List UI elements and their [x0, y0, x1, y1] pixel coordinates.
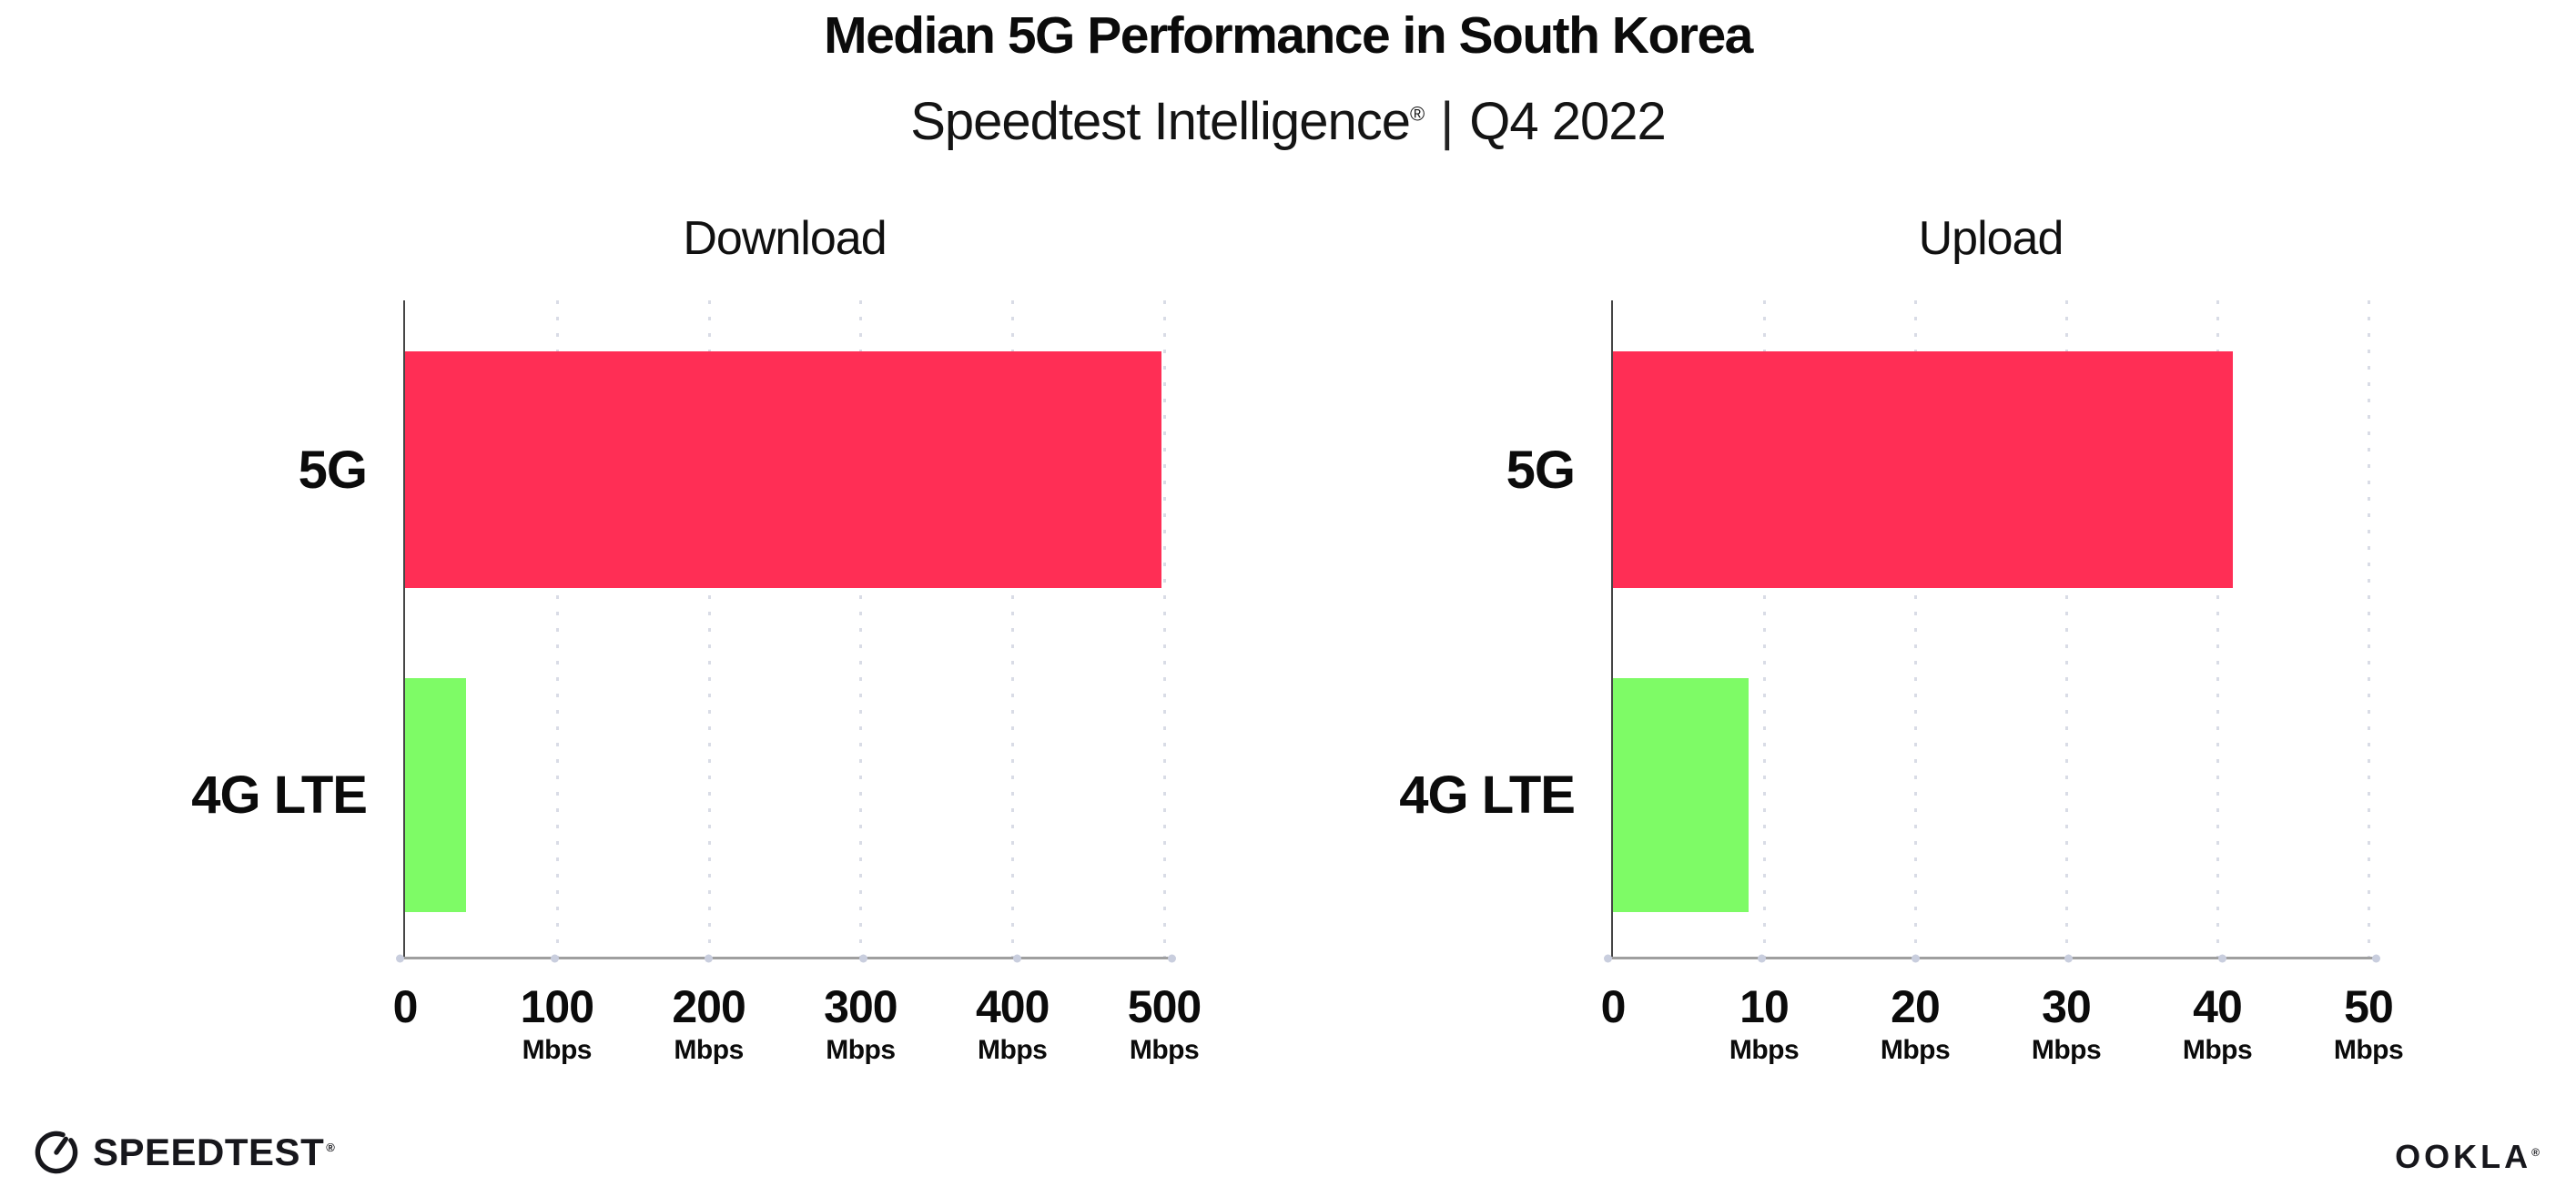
x-tick-value: 200 [672, 981, 745, 1032]
x-tick-10: 10 Mbps [1729, 981, 1800, 1067]
axis-tick-dot [858, 954, 867, 962]
axis-tick-dot [2218, 954, 2227, 962]
x-tick-unit: Mbps [674, 1035, 744, 1065]
gridline [555, 300, 559, 958]
x-tick-100: 100 Mbps [520, 981, 594, 1067]
axis-tick-dot [1757, 954, 1766, 962]
gridline [1914, 300, 1917, 958]
x-tick-unit: Mbps [1729, 1035, 1800, 1065]
gridline [859, 300, 863, 958]
x-tick-500: 500 Mbps [1127, 981, 1202, 1067]
x-tick-unit: Mbps [978, 1035, 1048, 1065]
registered-trademark-icon: ® [2531, 1146, 2540, 1159]
gridline [2216, 300, 2219, 958]
axis-tick-dot [1013, 954, 1022, 962]
bar-4g-lte-upload [1613, 678, 1749, 912]
y-axis-line [1611, 300, 1613, 958]
bar-5g-download [405, 351, 1161, 588]
x-tick-value: 300 [824, 981, 898, 1032]
x-tick-value: 500 [1127, 981, 1202, 1032]
x-tick-0: 0 [392, 981, 419, 1034]
speedtest-logo: SPEEDTEST ® [33, 1129, 335, 1176]
bar-5g-upload [1613, 351, 2233, 588]
gridline [1763, 300, 1766, 958]
x-tick-value: 100 [520, 981, 594, 1032]
x-axis-line [396, 954, 1176, 962]
category-label-4g-lte: 4G LTE [1399, 766, 1576, 825]
x-tick-unit: Mbps [522, 1035, 593, 1065]
x-axis-line [1604, 954, 2380, 962]
x-tick-unit: Mbps [1880, 1035, 1951, 1065]
chart-title-download: Download [683, 212, 887, 265]
category-label-5g: 5G [298, 440, 368, 500]
gridline [1163, 300, 1166, 958]
x-tick-value: 10 [1739, 981, 1790, 1032]
axis-tick-dot [705, 954, 714, 962]
x-tick-unit: Mbps [2333, 1035, 2404, 1065]
category-label-4g-lte: 4G LTE [191, 766, 368, 825]
x-tick-200: 200 Mbps [672, 981, 745, 1067]
y-axis-line [403, 300, 405, 958]
speedtest-wordmark: SPEEDTEST ® [93, 1131, 336, 1173]
x-tick-50: 50 Mbps [2333, 981, 2404, 1067]
axis-tick-dot [2372, 954, 2380, 962]
chart-plot-upload: 5G 4G LTE 0 10 Mbps 20 Mbps 30 Mbps 40 M… [1399, 300, 2404, 1065]
x-tick-0: 0 [1600, 981, 1627, 1034]
axis-tick-dot [1168, 954, 1176, 962]
x-tick-unit: Mbps [2182, 1035, 2253, 1065]
ookla-logo: OOKLA® [2395, 1138, 2540, 1176]
x-tick-value: 0 [392, 981, 419, 1032]
x-tick-value: 20 [1891, 981, 1941, 1032]
speedtest-gauge-icon [35, 1131, 78, 1174]
category-label-5g: 5G [1506, 440, 1576, 500]
gridline [2065, 300, 2068, 958]
gridline [2368, 300, 2370, 958]
axis-tick-dot [396, 954, 404, 962]
x-tick-400: 400 Mbps [975, 981, 1050, 1067]
subtitle-separator: | [1440, 92, 1454, 151]
x-tick-20: 20 Mbps [1880, 981, 1951, 1067]
x-tick-unit: Mbps [2031, 1035, 2102, 1065]
x-tick-value: 40 [2193, 981, 2243, 1032]
page-subtitle: Speedtest Intelligence® | Q4 2022 [0, 91, 2576, 152]
x-tick-unit: Mbps [826, 1035, 896, 1065]
bar-4g-lte-download [405, 678, 466, 912]
subtitle-period: Q4 2022 [1469, 92, 1667, 151]
gridline [1011, 300, 1015, 958]
ookla-wordmark: OOKLA [2395, 1138, 2532, 1175]
x-tick-value: 0 [1600, 981, 1627, 1032]
x-tick-value: 30 [2042, 981, 2092, 1032]
registered-trademark-icon: ® [1409, 102, 1425, 126]
x-tick-30: 30 Mbps [2031, 981, 2102, 1067]
axis-tick-dot [1604, 954, 1612, 962]
page-title: Median 5G Performance in South Korea [824, 6, 1753, 65]
axis-tick-dot [2064, 954, 2074, 962]
subtitle-brand: Speedtest Intelligence [910, 92, 1411, 151]
x-tick-value: 400 [975, 981, 1050, 1032]
x-tick-300: 300 Mbps [824, 981, 898, 1067]
gridline [707, 300, 711, 958]
registered-trademark-icon: ® [326, 1141, 336, 1154]
x-tick-40: 40 Mbps [2182, 981, 2253, 1067]
chart-title-upload: Upload [1918, 212, 2064, 265]
x-tick-value: 50 [2344, 981, 2394, 1032]
axis-tick-dot [1911, 954, 1920, 962]
x-tick-unit: Mbps [1129, 1035, 1200, 1065]
axis-tick-dot [550, 954, 559, 962]
chart-plot-download: 5G 4G LTE 0 100 Mbps 200 Mbps 300 Mbps 4… [191, 300, 1202, 1065]
